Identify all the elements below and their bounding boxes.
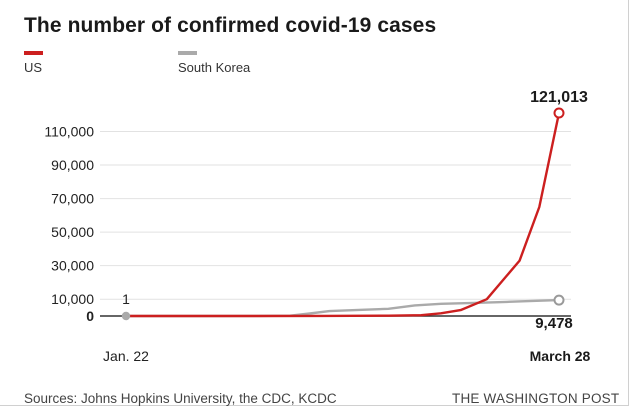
- south-korea-end-value-label: 9,478: [535, 315, 573, 332]
- publisher-credit: THE WASHINGTON POST: [452, 391, 620, 406]
- start-point-marker: [121, 311, 131, 321]
- series-line-us: [124, 111, 561, 318]
- x-end-label: March 28: [530, 348, 591, 364]
- y-tick-label: 70,000: [51, 191, 94, 207]
- legend-swatch-south-korea: [178, 51, 197, 55]
- y-tick-label: 0: [86, 308, 94, 324]
- y-tick-label: 10,000: [51, 291, 94, 307]
- start-value-label: 1: [122, 291, 130, 307]
- legend-label-south-korea: South Korea: [178, 60, 251, 75]
- source-note: Sources: Johns Hopkins University, the C…: [24, 391, 337, 406]
- y-tick-label: 30,000: [51, 258, 94, 274]
- chart-title: The number of confirmed covid-19 cases: [24, 14, 437, 37]
- x-start-label: Jan. 22: [103, 348, 149, 364]
- y-tick-label: 90,000: [51, 157, 94, 173]
- chart-frame: [0, 0, 629, 406]
- south-korea-end-marker: [553, 294, 565, 306]
- us-end-marker: [553, 107, 565, 119]
- legend-item-south-korea: South Korea: [178, 51, 251, 75]
- series-line-south-korea: [124, 298, 561, 318]
- y-tick-label: 110,000: [44, 123, 94, 139]
- us-end-value-label: 121,013: [530, 89, 588, 106]
- legend-item-us: US: [24, 51, 43, 75]
- y-tick-label: 50,000: [51, 224, 94, 240]
- legend-swatch-us: [24, 51, 43, 55]
- legend-label-us: US: [24, 60, 43, 75]
